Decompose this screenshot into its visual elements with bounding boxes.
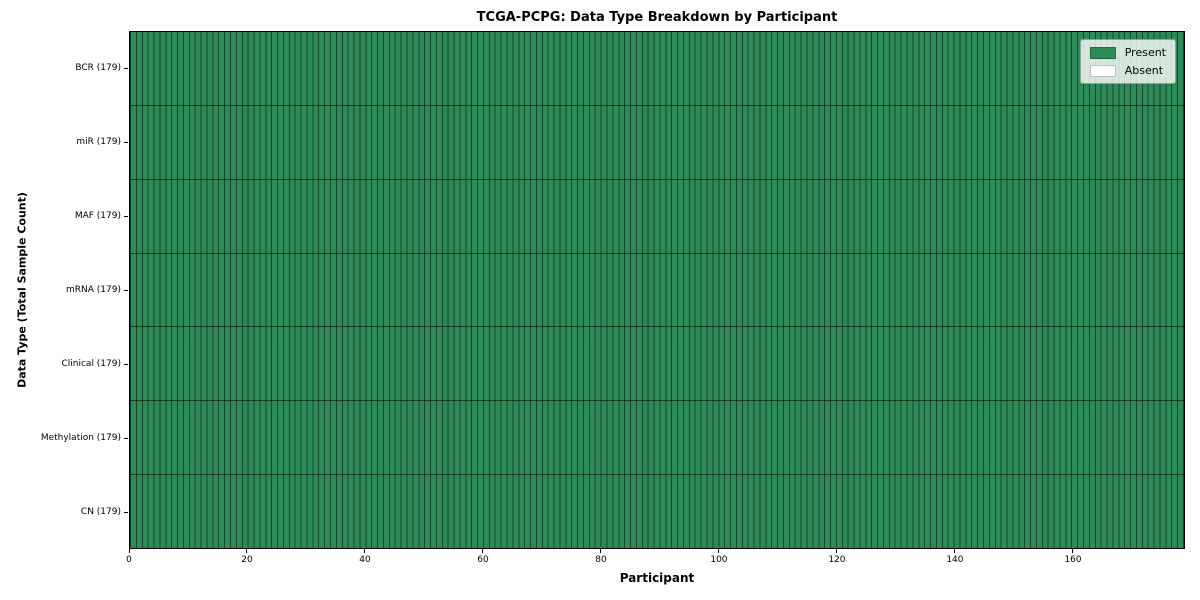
legend-label: Absent [1124, 64, 1164, 77]
x-tick-label: 0 [126, 555, 132, 565]
y-tick-mark [124, 67, 128, 69]
x-tick-mark [128, 549, 130, 553]
plot-area: Present Absent [129, 31, 1185, 549]
x-tick-label: 40 [359, 555, 371, 565]
y-tick-label: BCR (179) [75, 63, 121, 73]
x-tick-mark [364, 549, 366, 553]
x-tick-label: 60 [477, 555, 489, 565]
heatmap-row-methylation [130, 400, 1184, 475]
x-tick-mark [246, 549, 248, 553]
y-tick-label: Clinical (179) [61, 359, 121, 369]
x-axis-label: Participant [619, 571, 695, 585]
legend-swatch-absent [1089, 64, 1116, 77]
chart-title: TCGA-PCPG: Data Type Breakdown by Partic… [476, 10, 838, 25]
y-tick-mark [124, 215, 128, 217]
y-tick-mark [124, 511, 128, 513]
x-tick-label: 120 [828, 555, 846, 565]
legend-item-present: Present [1089, 46, 1166, 59]
x-tick-label: 20 [241, 555, 253, 565]
y-tick-label: Methylation (179) [40, 433, 121, 443]
x-tick-mark [482, 549, 484, 553]
heatmap-row-clinical [130, 326, 1184, 401]
legend: Present Absent [1079, 39, 1176, 84]
legend-swatch-present [1089, 46, 1116, 59]
x-tick-mark [600, 549, 602, 553]
heatmap-row-mir [130, 104, 1184, 179]
x-tick-label: 80 [595, 555, 607, 565]
heatmap-row-maf [130, 178, 1184, 253]
y-tick-mark [124, 363, 128, 365]
x-tick-label: 140 [946, 555, 964, 565]
y-tick-mark [124, 289, 128, 291]
x-tick-mark [718, 549, 720, 553]
x-tick-label: 160 [1064, 555, 1082, 565]
y-tick-label: MAF (179) [74, 211, 121, 221]
y-tick-label: mRNA (179) [66, 285, 121, 295]
legend-item-absent: Absent [1089, 64, 1166, 77]
heatmap-row-cn [130, 474, 1184, 549]
legend-label: Present [1124, 46, 1166, 59]
y-tick-mark [124, 437, 128, 439]
y-tick-label: miR (179) [76, 137, 121, 147]
heatmap-row-bcr [130, 32, 1184, 105]
y-tick-mark [124, 141, 128, 143]
y-tick-label: CN (179) [80, 507, 121, 517]
heatmap-row-mrna [130, 252, 1184, 327]
x-tick-mark [1072, 549, 1074, 553]
x-tick-label: 100 [710, 555, 728, 565]
x-tick-mark [836, 549, 838, 553]
x-tick-mark [954, 549, 956, 553]
